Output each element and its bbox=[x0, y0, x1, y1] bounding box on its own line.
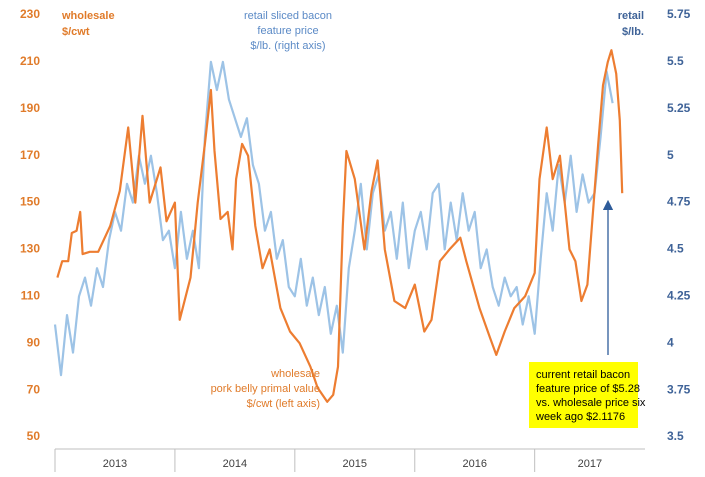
x-tick-label: 2013 bbox=[103, 458, 127, 470]
annotation: wholesale bbox=[270, 368, 320, 380]
y2-axis-title: $/lb. bbox=[622, 26, 644, 38]
x-tick-label: 2016 bbox=[462, 458, 486, 470]
y-axis-title: wholesale bbox=[61, 10, 115, 22]
y2-tick-label: 5.75 bbox=[667, 7, 691, 21]
x-tick-label: 2015 bbox=[343, 458, 367, 470]
y-tick-label: 70 bbox=[27, 382, 41, 396]
y2-tick-label: 4.25 bbox=[667, 289, 691, 303]
y-tick-label: 230 bbox=[20, 7, 40, 21]
annotation: current retail bacon bbox=[536, 369, 630, 381]
y2-tick-label: 5 bbox=[667, 148, 674, 162]
y-tick-label: 170 bbox=[20, 148, 40, 162]
y-tick-label: 150 bbox=[20, 195, 40, 209]
annotation: $/cwt (left axis) bbox=[247, 398, 320, 410]
y2-tick-label: 4.5 bbox=[667, 242, 684, 256]
y-tick-label: 50 bbox=[27, 429, 41, 443]
y-tick-label: 90 bbox=[27, 335, 41, 349]
y-axis-title: $/cwt bbox=[62, 26, 90, 38]
series-line bbox=[56, 49, 624, 403]
annotation: $/lb. (right axis) bbox=[250, 40, 325, 52]
annotation: retail sliced bacon bbox=[244, 10, 332, 22]
annotation: vs. wholesale price six bbox=[536, 397, 646, 409]
y2-axis-title: retail bbox=[618, 10, 644, 22]
series-line bbox=[53, 60, 614, 377]
y2-tick-label: 3.5 bbox=[667, 429, 684, 443]
annotation: feature price bbox=[257, 25, 318, 37]
y2-tick-label: 4.75 bbox=[667, 195, 691, 209]
annotation: feature price of $5.28 bbox=[536, 383, 640, 395]
y-tick-label: 130 bbox=[20, 242, 40, 256]
annotation: pork belly primal value bbox=[211, 383, 320, 395]
x-tick-label: 2014 bbox=[223, 458, 247, 470]
y2-tick-label: 4 bbox=[667, 335, 674, 349]
y-tick-label: 210 bbox=[20, 54, 40, 68]
y2-tick-label: 5.25 bbox=[667, 101, 691, 115]
annotation: week ago $2.1176 bbox=[535, 411, 625, 423]
y-tick-label: 110 bbox=[21, 289, 41, 303]
y2-tick-label: 3.75 bbox=[667, 382, 691, 396]
annotation-box bbox=[529, 362, 638, 428]
x-tick-label: 2017 bbox=[578, 458, 602, 470]
y2-tick-label: 5.5 bbox=[667, 54, 684, 68]
y-tick-label: 190 bbox=[20, 101, 40, 115]
